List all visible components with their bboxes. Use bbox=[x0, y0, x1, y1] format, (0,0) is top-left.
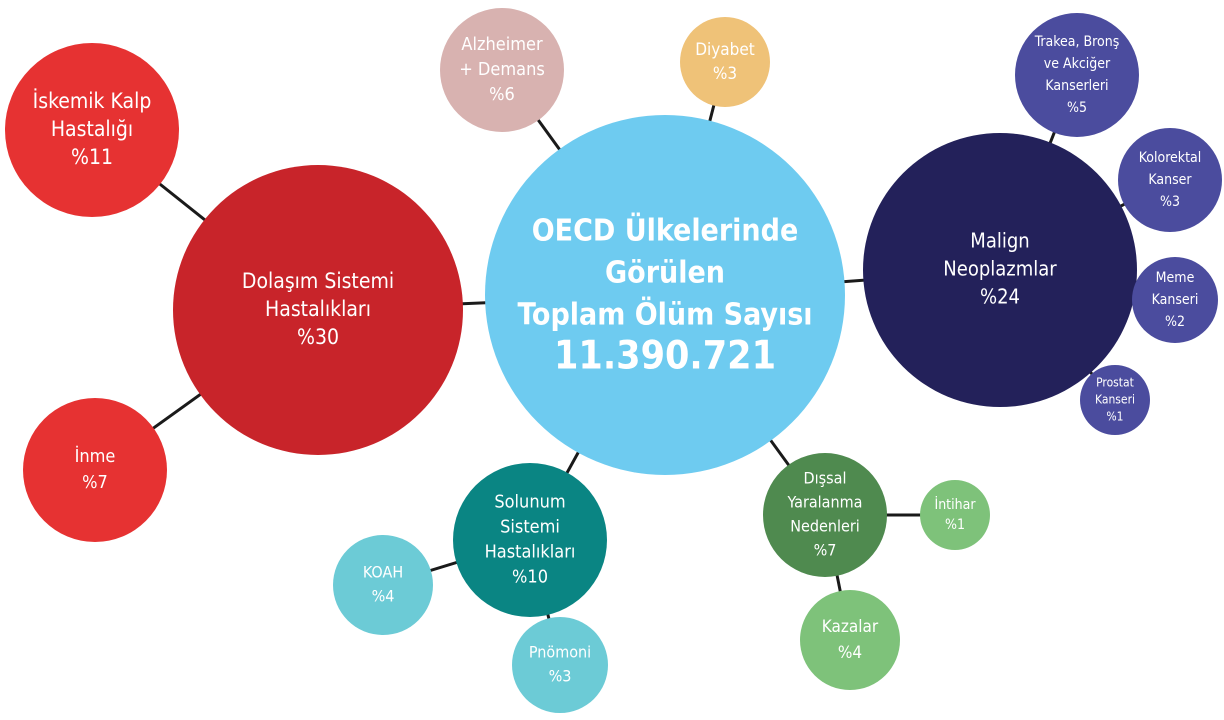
bubble bbox=[1118, 128, 1222, 232]
bubble-label: Hastalığı bbox=[51, 117, 133, 141]
bubble-label: %2 bbox=[1165, 314, 1185, 330]
bubble bbox=[800, 590, 900, 690]
bubble-label: Kanseri bbox=[1095, 393, 1135, 407]
bubble-label: %30 bbox=[297, 325, 339, 349]
bubble-label: Meme bbox=[1156, 270, 1195, 286]
bubble-label: Yaralanma bbox=[787, 493, 863, 512]
bubble-label: Alzheimer bbox=[461, 34, 543, 55]
bubble-label: %24 bbox=[980, 285, 1020, 309]
bubble-label: %3 bbox=[713, 64, 737, 84]
bubble bbox=[763, 453, 887, 577]
bubble-label: Kanser bbox=[1148, 172, 1192, 188]
bubble-label: Dolaşım Sistemi bbox=[242, 269, 394, 293]
bubble-label: %6 bbox=[489, 84, 515, 105]
bubble bbox=[333, 535, 433, 635]
bubble-label: KOAH bbox=[363, 563, 403, 582]
bubble-label: ve Akciğer bbox=[1044, 56, 1111, 72]
bubble-label: İntihar bbox=[934, 495, 976, 513]
bubble-label: Prostat bbox=[1096, 376, 1134, 390]
bubble bbox=[440, 8, 564, 132]
bubble-label: Pnömoni bbox=[529, 643, 591, 662]
bubble-label: Kazalar bbox=[822, 617, 879, 637]
bubble bbox=[512, 617, 608, 713]
bubble-label: %7 bbox=[82, 472, 108, 493]
bubble-label: %5 bbox=[1067, 100, 1087, 116]
bubble-label: Görülen bbox=[605, 256, 725, 291]
bubble-label: %11 bbox=[71, 145, 113, 169]
bubble bbox=[863, 133, 1137, 407]
bubble-label: Kanseri bbox=[1152, 292, 1199, 308]
bubble-label: %4 bbox=[372, 587, 395, 606]
bubble-label: %1 bbox=[1106, 410, 1123, 424]
bubble-label: %4 bbox=[838, 643, 862, 663]
bubble-label: Neoplazmlar bbox=[943, 257, 1057, 281]
bubble bbox=[920, 480, 990, 550]
bubble-label: 11.390.721 bbox=[554, 334, 776, 379]
bubble-label: Diyabet bbox=[695, 40, 755, 60]
bubble-label: Hastalıkları bbox=[485, 542, 576, 563]
bubble bbox=[5, 43, 179, 217]
bubble-label: %10 bbox=[512, 567, 548, 588]
bubble-label: İnme bbox=[75, 446, 116, 467]
bubble-label: Solunum bbox=[494, 492, 565, 513]
bubble-label: Trakea, Bronş bbox=[1034, 34, 1120, 50]
bubble bbox=[1080, 365, 1150, 435]
bubble-label: %7 bbox=[814, 541, 837, 560]
bubble bbox=[1015, 13, 1139, 137]
bubble-label: İskemik Kalp bbox=[33, 88, 152, 113]
bubble bbox=[173, 165, 463, 455]
bubble-label: %3 bbox=[549, 667, 572, 686]
bubble-label: Malign bbox=[970, 229, 1029, 253]
bubble-label: Toplam Ölüm Sayısı bbox=[517, 296, 812, 333]
bubble-label: Dışsal bbox=[804, 469, 847, 488]
bubble bbox=[680, 17, 770, 107]
bubble bbox=[485, 115, 845, 475]
bubble-label: OECD Ülkelerinde bbox=[532, 212, 799, 249]
bubble-label: Hastalıkları bbox=[265, 297, 371, 321]
bubble-label: %3 bbox=[1160, 194, 1180, 210]
bubble-label: + Demans bbox=[459, 59, 545, 80]
bubble bbox=[453, 463, 607, 617]
bubble-label: Nedenleri bbox=[790, 517, 860, 536]
bubble-label: %1 bbox=[945, 517, 965, 533]
bubble-label: Kanserleri bbox=[1045, 78, 1108, 94]
bubble bbox=[1132, 257, 1218, 343]
bubble bbox=[23, 398, 167, 542]
bubble-label: Kolorektal bbox=[1139, 150, 1202, 166]
bubble-label: Sistemi bbox=[500, 517, 560, 538]
